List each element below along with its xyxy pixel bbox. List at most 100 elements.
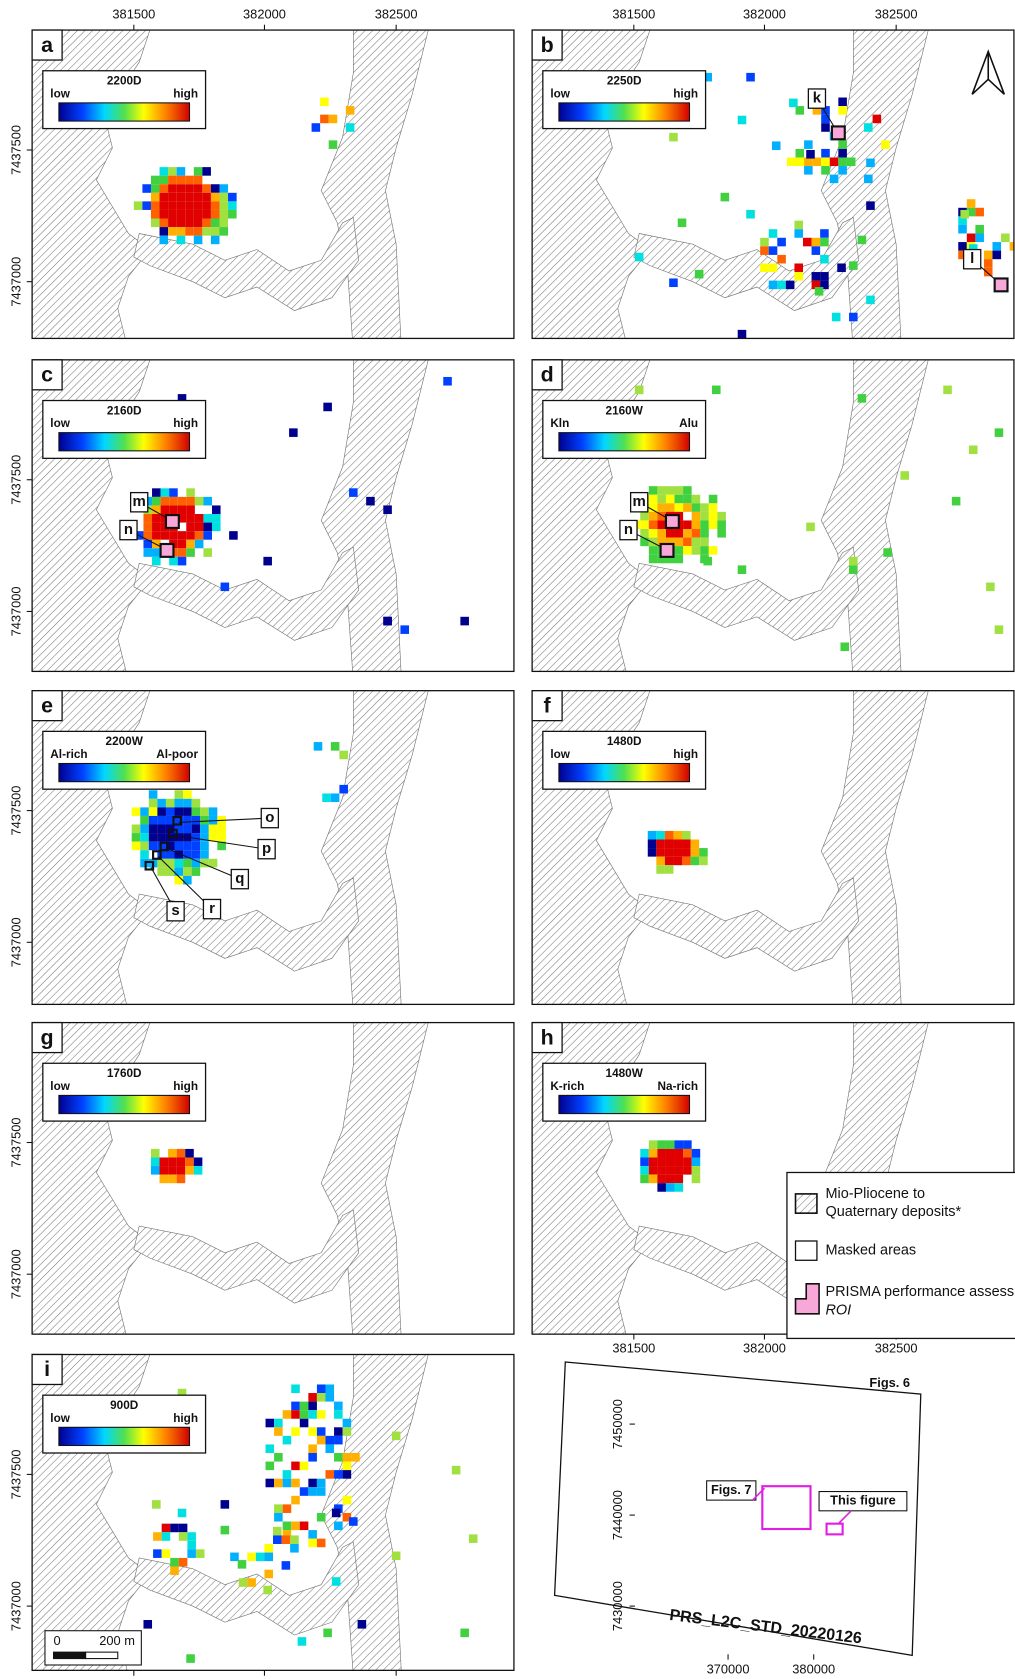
roi-label: k: [813, 90, 822, 107]
pixel: [168, 167, 177, 176]
pixel: [666, 1175, 675, 1184]
pixel: [200, 825, 209, 834]
pixel: [334, 1436, 343, 1445]
pixel: [700, 538, 709, 547]
pixel: [194, 227, 203, 236]
legend-deposits-line: Quaternary deposits*: [825, 1204, 961, 1220]
pixel: [178, 548, 187, 557]
pixel: [665, 848, 674, 857]
pixel: [657, 503, 666, 512]
pixel: [186, 488, 195, 497]
pixel: [151, 1149, 160, 1158]
pixel: [683, 546, 692, 555]
pixel: [777, 281, 786, 290]
pixel: [666, 1157, 675, 1166]
pixel: [383, 505, 392, 514]
map-panel: i900Dlowhigh743750074370000200 m: [9, 1354, 514, 1675]
figure: Figs. 6 Figs. 7 This figure PRS_L2C_STD_…: [0, 0, 1015, 1679]
pixel: [202, 219, 211, 228]
pixel: [203, 548, 212, 557]
pixel: [142, 184, 151, 193]
pixel: [192, 850, 201, 859]
pixel: [700, 529, 709, 538]
pixel: [168, 1175, 177, 1184]
pixel: [192, 859, 201, 868]
pixel: [183, 825, 192, 834]
pixel: [317, 1513, 326, 1522]
page: {"axes": {"top_left": [381500, 382000, 3…: [0, 0, 1015, 1679]
pixel: [166, 859, 175, 868]
x-tick-label: 381500: [612, 1341, 655, 1356]
pixel: [157, 833, 166, 842]
pixel: [161, 505, 170, 514]
pixel: [168, 193, 177, 202]
y-tick-label: 7437500: [9, 125, 24, 175]
pixel: [283, 1522, 292, 1531]
pixel: [804, 166, 813, 175]
pixel: [291, 1410, 300, 1419]
pixel: [640, 512, 649, 521]
pixel: [282, 1535, 291, 1544]
pixel: [656, 865, 665, 874]
pixel: [717, 520, 726, 529]
pixel: [151, 1166, 160, 1175]
legend-masked: Masked areas: [825, 1242, 916, 1258]
pixel: [969, 445, 978, 454]
pixel: [194, 1157, 203, 1166]
pixel: [812, 238, 821, 247]
pixel: [769, 281, 778, 290]
pixel: [873, 115, 882, 124]
pixel: [143, 523, 152, 532]
pixel: [186, 548, 195, 557]
pixel: [228, 193, 237, 202]
pixel: [329, 140, 338, 149]
roi-label: l: [970, 250, 974, 267]
pixel: [177, 193, 186, 202]
pixel: [185, 176, 194, 185]
pixel: [673, 848, 682, 857]
pixel: [183, 842, 192, 851]
pixel: [648, 831, 657, 840]
pixel: [813, 157, 822, 166]
pixel: [649, 529, 658, 538]
pixel: [308, 1487, 317, 1496]
pixel: [649, 495, 658, 504]
pixel: [266, 1444, 275, 1453]
pixel: [469, 1534, 478, 1543]
pixel: [692, 546, 701, 555]
pixel: [640, 1157, 649, 1166]
pixel: [317, 1384, 326, 1393]
pixel: [820, 272, 829, 281]
pixel: [960, 210, 969, 219]
colorbar: [559, 763, 690, 781]
pixel: [185, 193, 194, 202]
pixel: [291, 1462, 300, 1471]
pixel: [200, 807, 209, 816]
pixel: [760, 238, 769, 247]
pixel: [669, 133, 678, 142]
pixel: [291, 1384, 300, 1393]
pixel: [300, 1462, 309, 1471]
pixel: [675, 1140, 684, 1149]
pixel: [692, 503, 701, 512]
pixel: [692, 529, 701, 538]
pixel: [820, 238, 829, 247]
pixel: [274, 1419, 283, 1428]
pixel: [452, 1466, 461, 1475]
pixel: [669, 278, 678, 287]
pixel: [864, 123, 873, 132]
pixel: [815, 287, 824, 296]
pixel: [849, 313, 858, 322]
pixel: [334, 1427, 343, 1436]
pixel: [211, 236, 220, 245]
colorbar-low: low: [50, 87, 70, 100]
pixel: [343, 1419, 352, 1428]
pixel: [666, 486, 675, 495]
colorbar-high: high: [173, 1412, 198, 1425]
pixel: [649, 1175, 658, 1184]
colorbar-low: low: [550, 748, 570, 761]
pixel: [675, 538, 684, 547]
pixel: [320, 98, 329, 107]
pixel: [169, 497, 178, 506]
pixel: [282, 1561, 291, 1570]
